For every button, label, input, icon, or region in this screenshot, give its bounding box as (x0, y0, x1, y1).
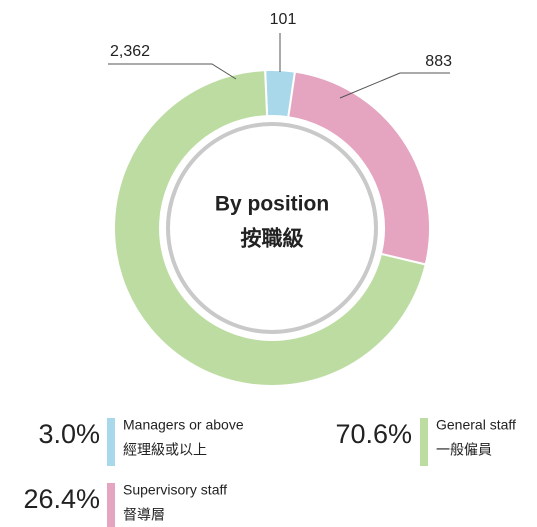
leader-line (339, 72, 450, 99)
legend-swatch (420, 418, 428, 466)
center-ring (166, 122, 378, 334)
legend-label-zh: 督導層 (123, 507, 165, 523)
value-label: 2,362 (110, 43, 150, 60)
legend-label-zh: 經理級或以上 (123, 442, 207, 458)
legend-label: Managers or above (123, 417, 244, 433)
center-disc (160, 116, 384, 340)
legend-percent: 70.6% (335, 419, 412, 449)
value-label: 101 (270, 11, 297, 28)
legend-swatch (107, 418, 115, 466)
legend-label: General staff (436, 417, 516, 433)
center-title-zh: 按職級 (241, 227, 304, 251)
legend-percent: 26.4% (23, 484, 100, 514)
value-label: 883 (425, 53, 452, 70)
center-title: By position (215, 193, 329, 216)
legend-percent: 3.0% (38, 419, 100, 449)
legend-label-zh: 一般僱員 (436, 442, 492, 458)
legend-label: Supervisory staff (123, 482, 227, 498)
leader-line (108, 63, 237, 80)
legend-swatch (107, 483, 115, 527)
